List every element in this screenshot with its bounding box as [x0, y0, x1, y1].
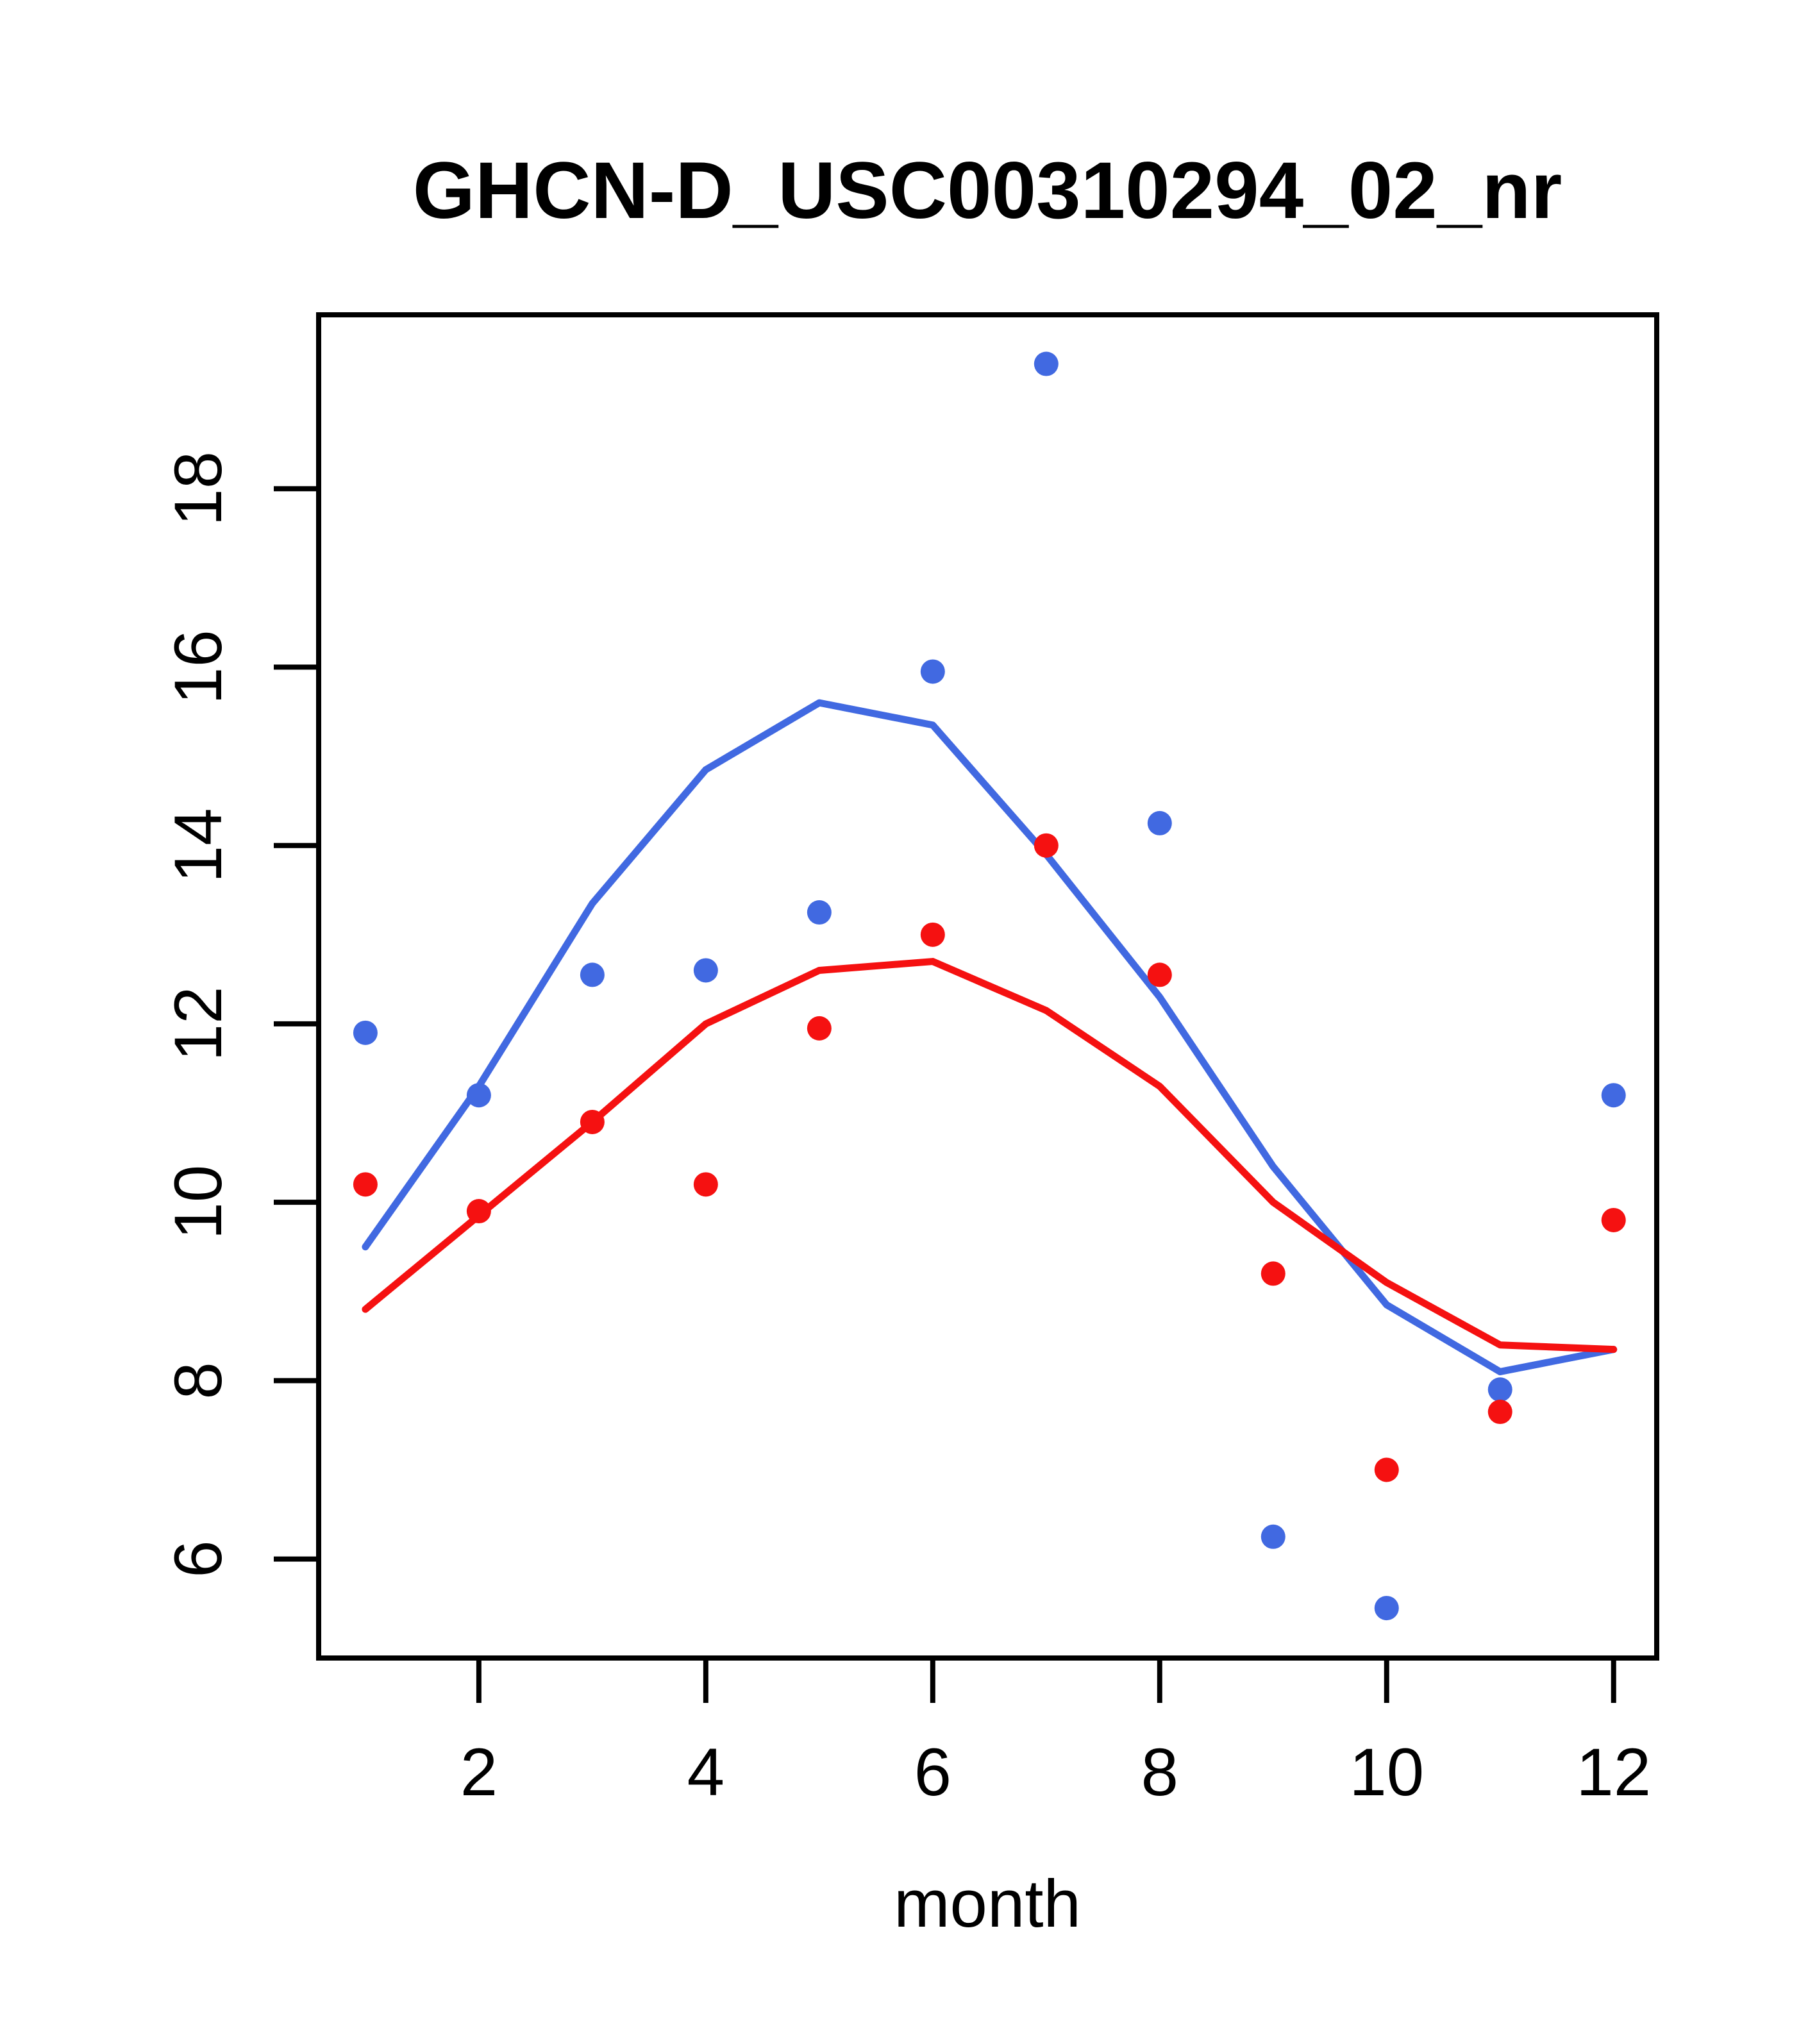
x-axis-title: month — [894, 1866, 1081, 1941]
x-axis-tick-label: 4 — [687, 1735, 724, 1810]
blue-point — [1487, 1377, 1512, 1402]
red-point — [1601, 1207, 1626, 1232]
red-point — [1487, 1400, 1512, 1425]
y-axis-tick-label: 16 — [161, 630, 236, 705]
blue-point — [353, 1020, 378, 1045]
blue-point — [466, 1083, 491, 1108]
chart-title: GHCN-D_USC00310294_02_nr — [413, 146, 1562, 235]
blue-point — [920, 659, 945, 684]
blue-point — [580, 962, 605, 987]
red-point — [693, 1172, 718, 1197]
x-axis-tick-label: 6 — [914, 1735, 951, 1810]
y-axis-tick-label: 8 — [161, 1362, 236, 1399]
red-smooth-line — [362, 958, 1618, 1353]
blue-point — [693, 958, 718, 983]
blue-point — [1034, 351, 1059, 376]
red-point — [466, 1199, 491, 1224]
plot-frame — [316, 312, 1659, 1661]
red-point — [580, 1109, 605, 1134]
red-point — [920, 922, 945, 947]
blue-point — [1260, 1524, 1285, 1549]
red-point — [353, 1172, 378, 1197]
x-axis-tick-label: 2 — [460, 1735, 498, 1810]
x-axis-tick-label: 8 — [1141, 1735, 1178, 1810]
x-axis-tick-label: 12 — [1576, 1735, 1651, 1810]
blue-point — [807, 900, 832, 925]
blue-point — [1374, 1596, 1399, 1621]
y-axis-tick-label: 6 — [161, 1540, 236, 1577]
y-axis-tick-label: 14 — [161, 808, 236, 883]
red-point — [1034, 833, 1059, 858]
blue-point — [1147, 810, 1172, 835]
blue-smooth-line — [362, 699, 1618, 1375]
x-axis-tick-label: 10 — [1349, 1735, 1424, 1810]
blue-point — [1601, 1083, 1626, 1108]
red-point — [807, 1016, 832, 1041]
y-axis-tick-label: 12 — [161, 987, 236, 1062]
red-point — [1147, 962, 1172, 987]
red-point — [1260, 1261, 1285, 1286]
y-axis-tick-label: 10 — [161, 1165, 236, 1240]
red-point — [1374, 1457, 1399, 1482]
plot-area: 6 8 10 12 14 16 18 2 4 6 8 10 12 — [161, 351, 1651, 1810]
y-axis-tick-label: 18 — [161, 451, 236, 526]
